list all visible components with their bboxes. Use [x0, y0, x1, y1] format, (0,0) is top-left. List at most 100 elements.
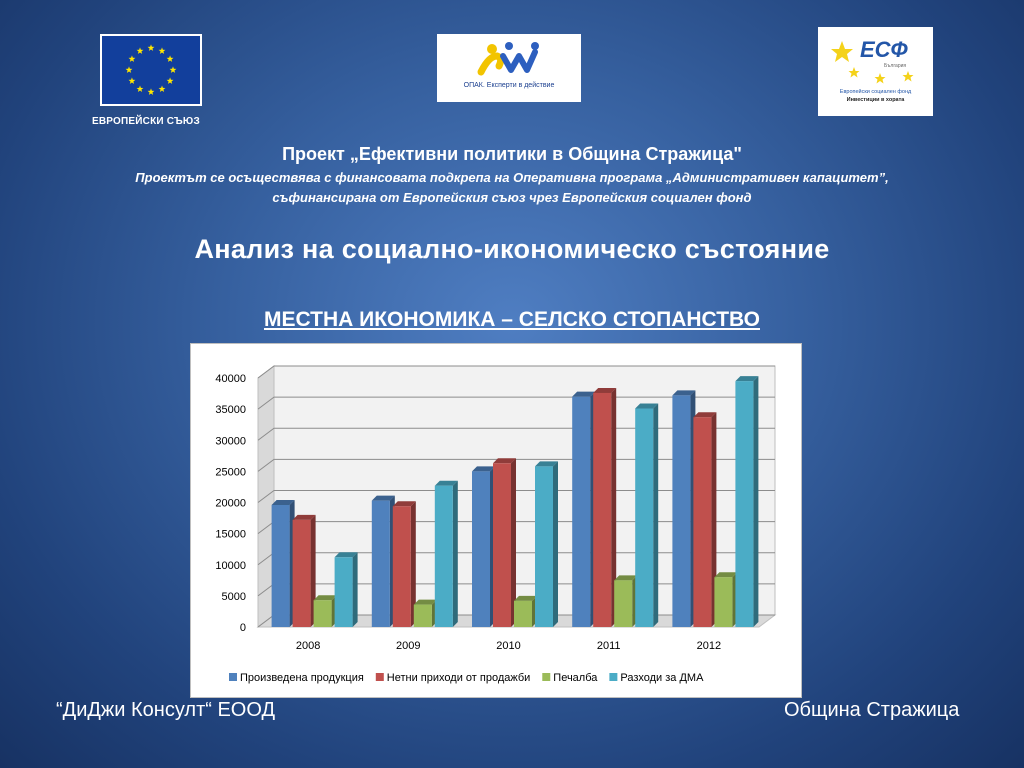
gridline — [257, 365, 775, 379]
legend-swatch — [229, 673, 237, 681]
bar-top — [714, 572, 738, 578]
eu-star-icon — [128, 55, 136, 62]
project-title: Проект „Ефективни политики в Община Стра… — [282, 144, 742, 164]
eu-star-icon — [147, 44, 155, 51]
y-tick-label: 35000 — [215, 404, 246, 416]
eu-star-icon — [158, 47, 166, 54]
legend-label: Разходи за ДМА — [620, 672, 704, 684]
bar-top — [493, 458, 516, 464]
chart-panel: 0 5000 10000 15000 20000 25000 30000 35000 40000… — [190, 343, 802, 698]
bar-top — [635, 403, 659, 409]
legend-swatch — [542, 673, 551, 681]
y-tick-label: 5000 — [222, 591, 246, 603]
eu-star-icon — [136, 47, 144, 54]
x-tick-label: 2009 — [396, 640, 420, 652]
bar-top — [434, 480, 458, 486]
bar — [693, 417, 712, 627]
y-tick-label: 0 — [240, 622, 246, 634]
esf-title: ЕСФ — [860, 37, 908, 62]
x-tick-label: 2012 — [697, 640, 721, 652]
bar — [635, 408, 654, 627]
y-tick-label: 40000 — [215, 373, 246, 385]
bar — [493, 463, 511, 627]
eu-star-icon — [128, 77, 136, 84]
x-tick-label: 2008 — [296, 640, 320, 652]
bar-side — [452, 480, 458, 627]
bar-side — [352, 552, 358, 627]
y-tick-label: 10000 — [215, 560, 246, 572]
opak-logo: ОПАК. Експерти в действие — [437, 34, 581, 102]
bar — [434, 485, 453, 627]
bar — [392, 506, 411, 627]
bar-top — [334, 552, 358, 558]
esf-caption-1: Европейски социален фонд — [839, 89, 912, 95]
footer-municipality: Община Стражица — [784, 699, 960, 721]
bar — [292, 519, 311, 627]
bar-top — [593, 387, 617, 393]
eu-star-icon — [136, 85, 144, 92]
bar-side — [310, 514, 316, 627]
eu-star-icon — [125, 66, 133, 73]
bar — [514, 600, 532, 627]
bar-side — [753, 376, 759, 627]
eu-star-icon — [169, 66, 177, 73]
eu-star-icon — [158, 85, 166, 92]
bar — [472, 471, 490, 627]
bar-side — [611, 387, 617, 627]
eu-star-icon — [166, 77, 174, 84]
legend-swatch — [609, 673, 618, 681]
legend-label: Печалба — [553, 672, 598, 684]
project-subtitle-1: Проектът се осъществява с финансовата по… — [135, 170, 889, 185]
bar — [593, 392, 612, 627]
esf-stars-icon — [831, 41, 914, 84]
bar-top — [413, 599, 437, 605]
bar-top — [392, 501, 416, 507]
bar — [313, 600, 332, 627]
bar-side — [653, 403, 659, 627]
esf-caption-2: Инвестиции в хората — [846, 97, 905, 103]
bar-side — [711, 412, 717, 627]
project-subtitle-2: съфинансирана от Европейския съюз чрез Е… — [272, 190, 752, 205]
bar-chart: 0 5000 10000 15000 20000 25000 30000 35000 40000… — [215, 365, 777, 684]
bar — [672, 395, 691, 627]
footer-company: “ДиДжи Консулт“ ЕООД — [56, 699, 276, 721]
opak-caption: ОПАК. Експерти в действие — [463, 82, 555, 89]
bar-top — [292, 514, 316, 520]
bar-top — [735, 376, 759, 382]
eu-flag-logo — [100, 34, 202, 106]
bar-top — [572, 391, 596, 397]
bar — [413, 604, 432, 627]
section-title: МЕСТНА ИКОНОМИКА – СЕЛСКО СТОПАНСТВО — [263, 308, 760, 331]
bar-top — [614, 575, 638, 581]
bar-side — [553, 461, 558, 627]
legend-label: Произведена продукция — [240, 672, 364, 684]
bar-top — [313, 595, 337, 601]
opak-figures-icon — [477, 42, 539, 76]
bar — [735, 381, 754, 627]
eu-caption: ЕВРОПЕЙСКИ СЪЮЗ — [92, 116, 200, 127]
y-tick-label: 25000 — [215, 466, 246, 478]
bar-top — [693, 412, 717, 418]
bar-top — [371, 495, 395, 501]
bar-top — [271, 499, 295, 505]
bar — [371, 500, 390, 627]
x-tick-label: 2010 — [496, 640, 520, 652]
esf-subtitle: България — [884, 63, 907, 69]
bar — [535, 466, 553, 627]
esf-logo: ЕСФ България Европейски социален фонд Ин… — [818, 27, 933, 116]
bar-top — [672, 390, 696, 396]
x-tick-label: 2011 — [597, 640, 621, 652]
legend-swatch — [375, 673, 384, 681]
bar-side — [511, 458, 516, 627]
y-tick-label: 15000 — [215, 529, 246, 541]
bar — [714, 577, 733, 627]
bar-side — [410, 501, 416, 627]
bar-top — [472, 466, 495, 472]
y-tick-label: 20000 — [215, 498, 246, 510]
main-title: Анализ на социално-икономическо състояни… — [194, 234, 830, 264]
bar — [271, 504, 290, 627]
bar — [572, 396, 591, 627]
bar — [334, 557, 353, 627]
bar — [614, 580, 633, 627]
eu-star-icon — [166, 55, 174, 62]
